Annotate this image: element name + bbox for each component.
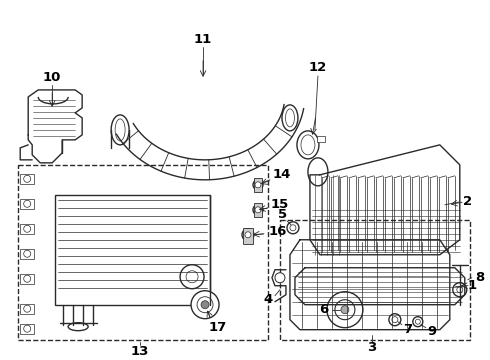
Circle shape <box>287 222 299 234</box>
Circle shape <box>290 225 296 231</box>
Bar <box>254 178 262 192</box>
Circle shape <box>24 275 31 282</box>
Bar <box>20 324 34 334</box>
Text: 17: 17 <box>209 321 227 334</box>
Circle shape <box>253 205 263 215</box>
Bar <box>20 224 34 234</box>
Bar <box>55 195 210 305</box>
Bar <box>20 199 34 209</box>
Ellipse shape <box>68 323 88 331</box>
Text: 4: 4 <box>263 293 272 306</box>
Circle shape <box>255 207 261 213</box>
Circle shape <box>392 317 398 323</box>
Text: 11: 11 <box>194 33 212 46</box>
Circle shape <box>245 232 251 238</box>
Text: 16: 16 <box>269 225 287 238</box>
Circle shape <box>24 305 31 312</box>
Circle shape <box>457 287 463 293</box>
Text: 6: 6 <box>319 303 329 316</box>
Ellipse shape <box>115 119 125 141</box>
Text: 10: 10 <box>43 71 61 85</box>
Bar <box>254 203 262 217</box>
Circle shape <box>275 273 285 283</box>
Circle shape <box>341 306 349 314</box>
Bar <box>20 174 34 184</box>
Circle shape <box>389 314 401 326</box>
Circle shape <box>24 200 31 207</box>
Circle shape <box>24 225 31 232</box>
Text: 15: 15 <box>271 198 289 211</box>
Text: 12: 12 <box>309 62 327 75</box>
Circle shape <box>186 271 198 283</box>
Text: 2: 2 <box>463 195 472 208</box>
Ellipse shape <box>282 105 298 131</box>
Bar <box>18 165 268 340</box>
Circle shape <box>255 182 261 188</box>
Text: 5: 5 <box>278 208 288 221</box>
Ellipse shape <box>297 131 319 159</box>
Circle shape <box>180 265 204 289</box>
Circle shape <box>24 175 31 182</box>
Circle shape <box>327 292 363 328</box>
Circle shape <box>24 325 31 332</box>
Circle shape <box>242 229 254 241</box>
Circle shape <box>191 291 219 319</box>
Text: 3: 3 <box>368 341 376 354</box>
Text: 9: 9 <box>427 325 437 338</box>
Bar <box>20 249 34 259</box>
Circle shape <box>453 283 467 297</box>
Bar <box>20 274 34 284</box>
Bar <box>243 228 253 244</box>
Circle shape <box>416 319 420 324</box>
Circle shape <box>335 300 355 320</box>
Text: 1: 1 <box>467 279 476 292</box>
Circle shape <box>201 301 209 309</box>
Bar <box>280 220 470 340</box>
Ellipse shape <box>286 109 294 127</box>
Bar <box>317 136 325 142</box>
Circle shape <box>197 297 213 313</box>
Ellipse shape <box>308 158 328 186</box>
Circle shape <box>253 180 263 190</box>
Text: 7: 7 <box>403 323 413 336</box>
Text: 8: 8 <box>475 271 485 284</box>
Text: 13: 13 <box>131 345 149 358</box>
Ellipse shape <box>111 115 129 145</box>
Circle shape <box>413 317 423 327</box>
Circle shape <box>24 250 31 257</box>
Bar <box>20 304 34 314</box>
Text: 14: 14 <box>273 168 291 181</box>
Ellipse shape <box>301 135 315 155</box>
